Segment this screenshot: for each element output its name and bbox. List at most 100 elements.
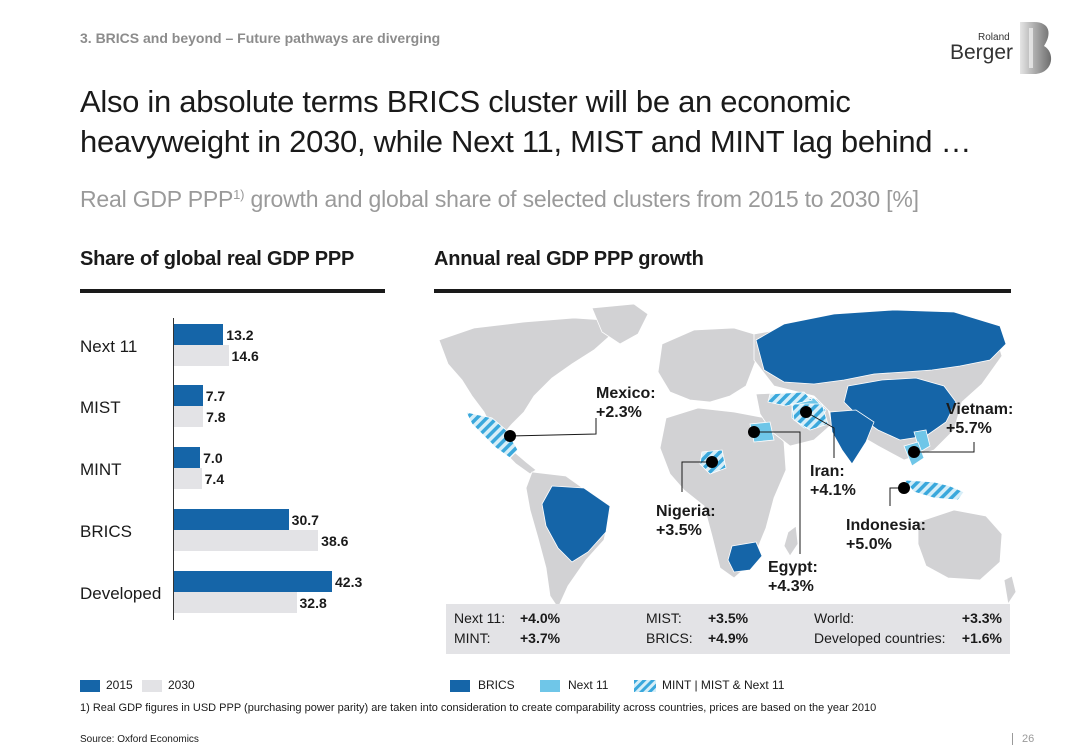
madagascar-land <box>783 525 799 557</box>
bar-chart-axis <box>173 318 174 620</box>
legend-swatch-brics <box>450 680 470 692</box>
egypt-marker <box>748 426 760 438</box>
summary-next11-label: Next 11: <box>454 610 506 626</box>
summary-world-value: +3.3% <box>961 610 1002 626</box>
summary-developed-label: Developed countries: <box>814 630 946 646</box>
growth-summary-box: Next 11: +4.0% MINT: +3.7% MIST: +3.5% B… <box>446 604 1010 654</box>
legend-swatch-next11 <box>540 680 560 692</box>
brazil-region <box>541 485 611 563</box>
page-subtitle: Real GDP PPP1) growth and global share o… <box>80 186 919 213</box>
bar-2015-next-11 <box>174 324 224 345</box>
map-label-vietnam-name: Vietnam: <box>946 401 1014 418</box>
map-label-iran-name: Iran: <box>810 463 845 480</box>
map-legend: BRICS Next 11 MINT | MIST & Next 11 <box>450 678 850 694</box>
map-pointers <box>509 411 975 554</box>
summary-developed-value: +1.6% <box>961 630 1002 646</box>
category-label-mint: MINT <box>80 460 122 479</box>
summary-world-label: World: <box>814 610 855 626</box>
north-america-land <box>438 317 613 439</box>
map-label-nigeria-value: +3.5% <box>656 522 702 539</box>
summary-brics-value: +4.9% <box>708 630 749 646</box>
map-label-vietnam: Vietnam: +5.7% <box>946 400 1013 438</box>
summary-next11-value: +4.0% <box>520 610 561 626</box>
map-label-iran-value: +4.1% <box>810 482 856 499</box>
legend-label-brics: BRICS <box>478 678 515 692</box>
mexico-region <box>465 411 519 459</box>
map-markers <box>504 406 920 494</box>
bar-2015-brics <box>174 509 289 530</box>
world-map <box>438 303 1017 609</box>
logo-text-roland: Roland <box>978 32 1010 43</box>
bar-2030-brics <box>174 530 319 551</box>
vietnam-marker <box>908 446 920 458</box>
legend-swatch-2030 <box>142 680 162 692</box>
page-number-divider <box>1012 733 1013 745</box>
bar-2030-next-11 <box>174 345 229 366</box>
summary-mint-value: +3.7% <box>520 630 561 646</box>
mexico-pointer-line <box>509 418 597 437</box>
map-label-egypt: Egypt: +4.3% <box>768 558 818 596</box>
bar-2030-developed <box>174 592 297 613</box>
bar-2030-mist <box>174 406 204 427</box>
bar-2015-mint <box>174 447 201 468</box>
value-label-2030-mint: 7.4 <box>204 471 225 487</box>
map-label-nigeria-name: Nigeria: <box>656 503 716 520</box>
map-label-egypt-value: +4.3% <box>768 578 814 595</box>
value-label-2030-developed: 32.8 <box>299 595 327 611</box>
turkey-region <box>767 391 813 407</box>
indonesia-marker <box>898 482 910 494</box>
subtitle-part-2: growth and global share of selected clus… <box>244 186 919 212</box>
roland-berger-logo: Roland Berger <box>940 22 1055 76</box>
summary-mist-label: MIST: <box>646 610 682 626</box>
iran-pointer-line <box>805 411 835 458</box>
map-label-mexico: Mexico: +2.3% <box>596 384 656 422</box>
map-label-vietnam-value: +5.7% <box>946 420 992 437</box>
value-label-2015-brics: 30.7 <box>291 512 319 528</box>
brics-regions <box>541 309 1007 573</box>
category-label-mist: MIST <box>80 398 121 417</box>
australia-land <box>917 509 1003 581</box>
map-label-indonesia: Indonesia: +5.0% <box>846 516 926 554</box>
map-title: Annual real GDP PPP growth <box>434 248 704 270</box>
map-label-egypt-name: Egypt: <box>768 559 818 576</box>
map-label-mexico-value: +2.3% <box>596 404 642 421</box>
subtitle-footnote-mark: 1) <box>233 187 245 202</box>
bar-chart-rule <box>80 289 385 293</box>
value-label-2030-brics: 38.6 <box>321 533 349 549</box>
legend-label-hatched: MINT | MIST & Next 11 <box>662 678 785 692</box>
egypt-pointer-line <box>754 431 801 554</box>
nigeria-pointer-line <box>681 461 712 492</box>
map-label-indonesia-value: +5.0% <box>846 536 892 553</box>
nigeria-marker <box>706 456 718 468</box>
bar-2015-mist <box>174 385 203 406</box>
greenland-land <box>591 303 649 345</box>
title-line-2: heavyweight in 2030, while Next 11, MIST… <box>80 124 972 159</box>
value-label-2015-next-11: 13.2 <box>226 327 254 343</box>
map-label-indonesia-name: Indonesia: <box>846 517 927 534</box>
map-label-nigeria: Nigeria: +3.5% <box>656 502 716 540</box>
category-label-brics: BRICS <box>80 522 132 541</box>
legend-label-2030: 2030 <box>168 678 195 692</box>
page-number: 26 <box>1022 733 1035 745</box>
map-rule <box>434 289 1011 293</box>
page-title: Also in absolute terms BRICS cluster wil… <box>80 82 1040 162</box>
russia-region <box>755 309 1007 385</box>
title-line-1: Also in absolute terms BRICS cluster wil… <box>80 84 851 119</box>
iran-marker <box>800 406 812 418</box>
legend-label-2015: 2015 <box>106 678 133 692</box>
map-label-mexico-name: Mexico: <box>596 385 656 402</box>
indonesia-region <box>903 479 965 501</box>
india-region <box>829 409 875 465</box>
summary-brics-label: BRICS: <box>646 630 693 646</box>
europe-land <box>657 327 757 403</box>
legend-label-next11: Next 11 <box>568 678 609 692</box>
source-note: Source: Oxford Economics <box>80 734 199 745</box>
vietnam-pointer-line <box>914 442 975 453</box>
summary-mint-label: MINT: <box>454 630 491 646</box>
bar-chart-legend: 2015 2030 <box>80 678 380 694</box>
footnote: 1) Real GDP figures in USD PPP (purchasi… <box>80 702 877 714</box>
new-zealand-land <box>1003 575 1017 606</box>
value-label-2030-mist: 7.8 <box>206 409 226 425</box>
legend-swatch-2015 <box>80 680 100 692</box>
value-label-2015-mint: 7.0 <box>203 450 223 466</box>
